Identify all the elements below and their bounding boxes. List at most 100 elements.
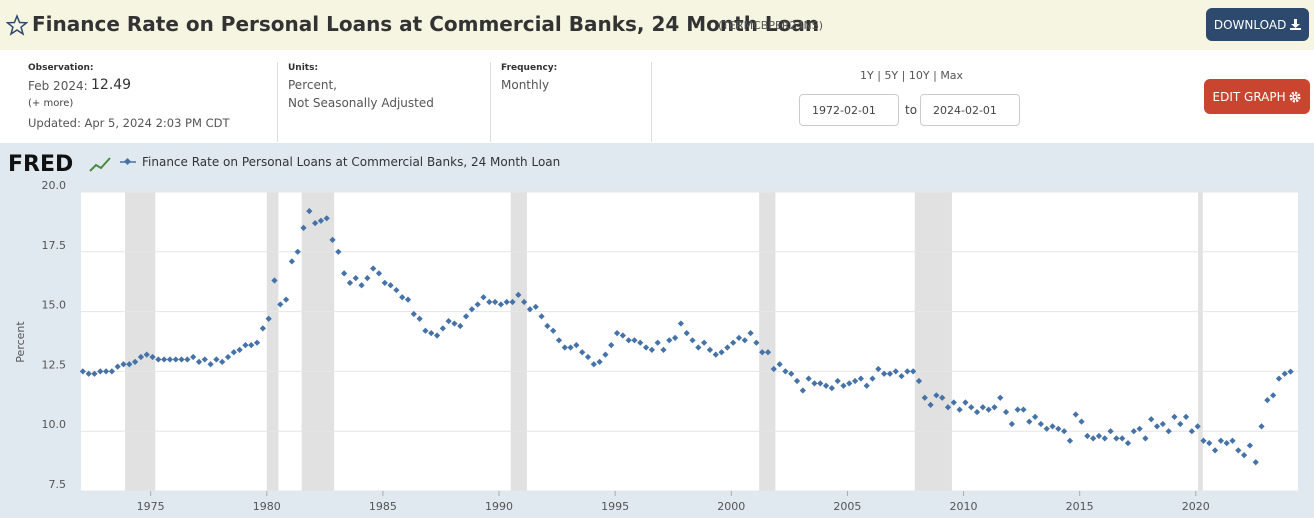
edit-graph-label: EDIT GRAPH bbox=[1212, 89, 1286, 104]
download-button[interactable]: DOWNLOAD bbox=[1206, 8, 1309, 41]
recession-band bbox=[125, 192, 156, 491]
range-links: 1Y | 5Y | 10Y | Max bbox=[860, 69, 963, 82]
data-point bbox=[1055, 425, 1062, 432]
x-tick-label: 1995 bbox=[601, 500, 629, 513]
x-tick-label: 2010 bbox=[950, 500, 978, 513]
data-point bbox=[161, 356, 168, 363]
data-point bbox=[1217, 437, 1225, 444]
y-tick-label: 20.0 bbox=[42, 179, 67, 192]
data-point bbox=[1246, 442, 1254, 449]
y-tick-label: 7.5 bbox=[49, 478, 67, 491]
y-tick-label: 12.5 bbox=[42, 358, 67, 371]
separator bbox=[651, 62, 652, 142]
frequency: Monthly bbox=[501, 78, 550, 92]
data-point bbox=[509, 298, 516, 306]
data-point bbox=[224, 353, 232, 361]
recession-band bbox=[759, 192, 776, 491]
data-point bbox=[1270, 392, 1277, 399]
title-bar bbox=[0, 0, 1314, 50]
data-point bbox=[683, 330, 690, 337]
data-point bbox=[1275, 375, 1283, 382]
gear-icon bbox=[1289, 91, 1301, 102]
data-point bbox=[149, 353, 156, 361]
data-point bbox=[207, 361, 214, 368]
download-icon bbox=[1290, 19, 1302, 30]
favorite-star[interactable] bbox=[6, 14, 28, 36]
chart: FRED Finance Rate on Personal Loans at C… bbox=[0, 143, 1314, 518]
x-tick-label: 2005 bbox=[833, 500, 861, 513]
recession-band bbox=[510, 192, 527, 491]
data-point bbox=[1066, 437, 1074, 444]
data-point bbox=[1043, 425, 1050, 432]
recession-band bbox=[266, 192, 279, 491]
x-tick-label: 1980 bbox=[253, 500, 281, 513]
legend-label: Finance Rate on Personal Loans at Commer… bbox=[142, 155, 560, 169]
x-tick-label: 2000 bbox=[717, 500, 745, 513]
y-tick-label: 17.5 bbox=[42, 239, 67, 252]
data-point bbox=[393, 286, 400, 294]
data-point bbox=[230, 349, 237, 356]
x-tick-label: 1985 bbox=[369, 500, 397, 513]
x-tick-label: 1975 bbox=[137, 500, 165, 513]
data-point bbox=[1090, 435, 1097, 442]
data-point bbox=[126, 361, 133, 368]
more-link[interactable]: (+ more) bbox=[28, 98, 74, 109]
data-point bbox=[184, 356, 191, 363]
x-tick-label: 1990 bbox=[485, 500, 513, 513]
range-5y[interactable]: 5Y bbox=[884, 69, 899, 82]
data-point bbox=[108, 368, 116, 375]
range-max[interactable]: Max bbox=[940, 69, 964, 82]
data-point bbox=[79, 368, 86, 375]
data-point bbox=[166, 356, 174, 363]
data-point bbox=[1229, 437, 1236, 444]
data-point bbox=[155, 356, 162, 363]
end-date[interactable]: 2024-02-01 bbox=[920, 94, 1020, 126]
legend-marker bbox=[123, 157, 132, 166]
data-point bbox=[1136, 425, 1143, 432]
data-point bbox=[881, 370, 888, 377]
edit-graph-button[interactable]: EDIT GRAPH bbox=[1204, 79, 1310, 114]
data-point bbox=[1200, 437, 1207, 444]
range-1y[interactable]: 1Y bbox=[860, 69, 874, 82]
download-label: DOWNLOAD bbox=[1213, 17, 1287, 32]
data-point bbox=[91, 370, 98, 377]
data-point bbox=[143, 351, 150, 358]
data-point bbox=[1165, 428, 1172, 435]
data-point bbox=[195, 358, 203, 365]
separator bbox=[277, 62, 278, 142]
series-id: (TERMCBPER24NS) bbox=[718, 19, 824, 32]
data-point bbox=[1194, 423, 1201, 430]
data-point bbox=[242, 341, 249, 349]
data-point bbox=[1107, 428, 1114, 435]
recession-band bbox=[301, 192, 335, 491]
range-10y[interactable]: 10Y bbox=[908, 69, 930, 82]
x-tick-label: 2015 bbox=[1066, 500, 1094, 513]
data-point bbox=[317, 217, 325, 224]
data-point bbox=[201, 356, 208, 363]
y-axis-label: Percent bbox=[14, 321, 27, 363]
observation-date: Feb 2024: bbox=[28, 79, 88, 93]
observation-value: 12.49 bbox=[91, 77, 132, 93]
data-point bbox=[910, 368, 917, 375]
data-point bbox=[172, 356, 179, 363]
data-point bbox=[1124, 440, 1132, 447]
data-point bbox=[973, 408, 981, 416]
data-point bbox=[1061, 428, 1068, 435]
units: Percent, bbox=[288, 78, 337, 92]
data-point bbox=[1188, 428, 1195, 435]
frequency-label: Frequency: bbox=[501, 63, 558, 73]
data-point bbox=[85, 370, 92, 377]
data-point bbox=[1235, 447, 1242, 454]
data-point bbox=[1002, 408, 1010, 416]
logo-icon bbox=[89, 157, 111, 172]
start-date[interactable]: 1972-02-01 bbox=[799, 94, 899, 126]
data-point bbox=[1095, 432, 1103, 440]
plot-area bbox=[81, 192, 1298, 491]
separator bbox=[490, 62, 491, 142]
data-point bbox=[1084, 432, 1091, 440]
y-tick-label: 15.0 bbox=[42, 299, 67, 312]
series-title: Finance Rate on Personal Loans at Commer… bbox=[32, 12, 820, 36]
x-tick-label: 2020 bbox=[1182, 500, 1210, 513]
recession-band bbox=[914, 192, 952, 491]
data-point bbox=[1113, 435, 1120, 442]
